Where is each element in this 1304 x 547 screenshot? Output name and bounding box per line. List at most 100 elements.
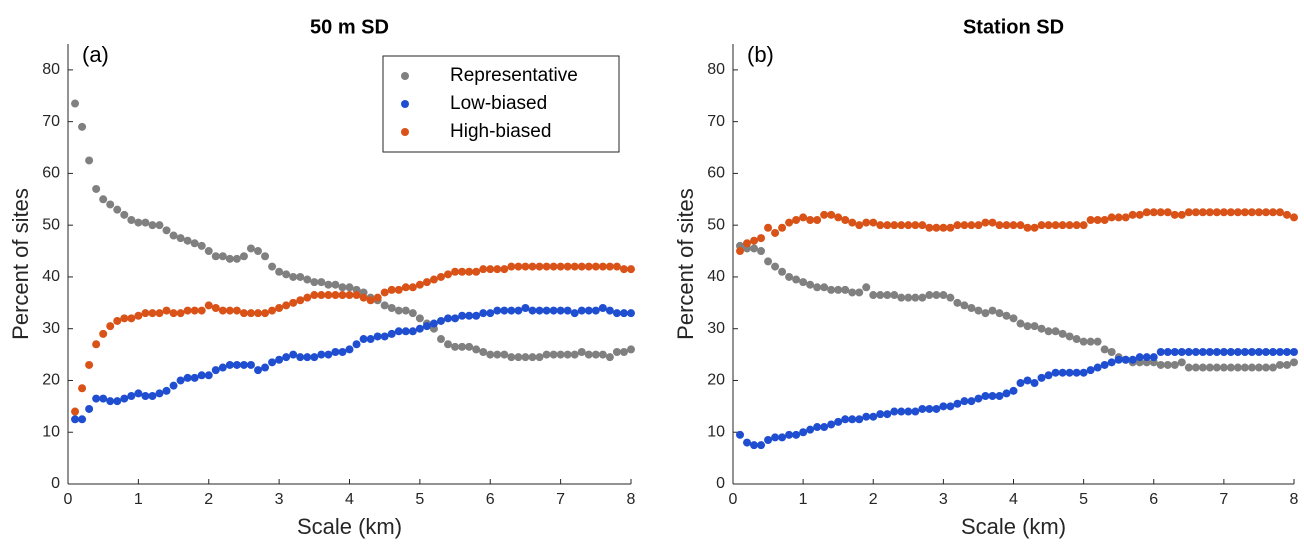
data-point <box>78 415 87 424</box>
data-point <box>911 407 920 416</box>
data-point <box>1219 363 1228 372</box>
data-point <box>771 262 780 271</box>
data-point <box>120 394 129 403</box>
y-tick-label: 10 <box>42 423 60 440</box>
data-point <box>549 350 558 359</box>
data-point <box>1219 208 1228 217</box>
data-point <box>183 236 192 245</box>
data-point <box>591 262 600 271</box>
data-point <box>254 366 263 375</box>
data-point <box>1128 210 1137 219</box>
data-point <box>799 428 808 437</box>
data-point <box>127 314 136 323</box>
data-point <box>764 436 773 444</box>
data-point <box>254 309 263 318</box>
data-point <box>239 360 248 369</box>
data-point <box>570 350 579 359</box>
data-point <box>778 223 787 232</box>
data-point <box>92 394 101 403</box>
data-point <box>415 314 424 323</box>
data-point <box>359 293 368 302</box>
data-point <box>827 420 836 429</box>
data-point <box>436 272 445 281</box>
data-point <box>261 309 270 318</box>
data-point <box>570 309 579 318</box>
data-point <box>1290 358 1298 367</box>
data-point <box>911 293 920 302</box>
data-point <box>1107 213 1116 222</box>
data-point <box>1163 360 1172 369</box>
data-point <box>1100 216 1109 224</box>
y-axis-label: Percent of sites <box>8 188 33 340</box>
data-point <box>1100 360 1109 369</box>
legend-label: Representative <box>450 65 578 86</box>
data-point <box>743 239 752 248</box>
data-point <box>415 280 424 289</box>
y-tick-label: 50 <box>707 216 725 233</box>
data-point <box>995 221 1004 230</box>
data-point <box>862 412 871 421</box>
x-tick-label: 2 <box>869 491 878 508</box>
data-point <box>507 262 516 271</box>
data-point <box>1233 348 1242 356</box>
data-point <box>352 340 361 349</box>
data-point <box>324 280 333 289</box>
data-point <box>78 384 87 393</box>
data-point <box>995 309 1004 318</box>
data-point <box>345 291 354 300</box>
data-point <box>1191 208 1200 217</box>
data-point <box>1226 363 1235 372</box>
data-point <box>246 244 255 253</box>
data-point <box>1247 348 1256 356</box>
data-point <box>310 353 319 362</box>
data-point <box>246 360 255 369</box>
data-point <box>190 239 199 248</box>
data-point <box>331 291 340 300</box>
data-point <box>401 283 410 292</box>
data-point <box>422 278 431 287</box>
data-point <box>904 221 913 230</box>
data-point <box>275 304 284 312</box>
data-point <box>1198 208 1207 217</box>
data-point <box>127 216 136 224</box>
data-point <box>528 306 537 315</box>
data-point <box>169 231 178 240</box>
data-point <box>514 353 523 362</box>
y-tick-label: 60 <box>707 165 725 182</box>
data-point <box>869 218 878 227</box>
data-point <box>92 184 101 193</box>
y-tick-label: 70 <box>42 113 60 130</box>
data-point <box>855 288 864 297</box>
data-point <box>1009 314 1018 323</box>
data-point <box>1030 223 1039 232</box>
data-point <box>925 291 934 300</box>
data-point <box>1191 363 1200 372</box>
data-point <box>458 342 467 351</box>
data-point <box>904 293 913 302</box>
data-point <box>820 423 829 432</box>
data-point <box>1240 348 1249 356</box>
data-point <box>197 241 206 250</box>
data-point <box>331 348 340 356</box>
data-point <box>1121 213 1130 222</box>
data-point <box>563 262 572 271</box>
data-point <box>1212 348 1221 356</box>
data-point <box>387 329 396 338</box>
y-tick-label: 20 <box>42 372 60 389</box>
y-tick-label: 80 <box>707 61 725 78</box>
data-point <box>176 234 185 243</box>
data-point <box>764 223 773 232</box>
data-point <box>1016 379 1025 388</box>
data-point <box>387 285 396 294</box>
data-point <box>176 376 185 385</box>
data-point <box>380 301 389 310</box>
data-point <box>827 285 836 294</box>
data-point <box>1212 363 1221 372</box>
data-point <box>757 441 766 450</box>
data-point <box>1163 208 1172 217</box>
data-point <box>197 306 206 315</box>
data-point <box>1086 216 1095 224</box>
data-point <box>1002 311 1011 320</box>
data-point <box>479 309 488 318</box>
data-point <box>771 228 780 237</box>
